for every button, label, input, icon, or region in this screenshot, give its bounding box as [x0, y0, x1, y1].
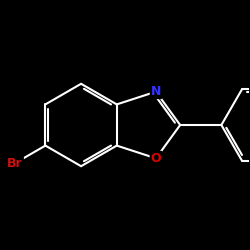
Text: N: N — [151, 85, 161, 98]
Text: O: O — [151, 152, 161, 165]
Text: Br: Br — [7, 156, 23, 170]
